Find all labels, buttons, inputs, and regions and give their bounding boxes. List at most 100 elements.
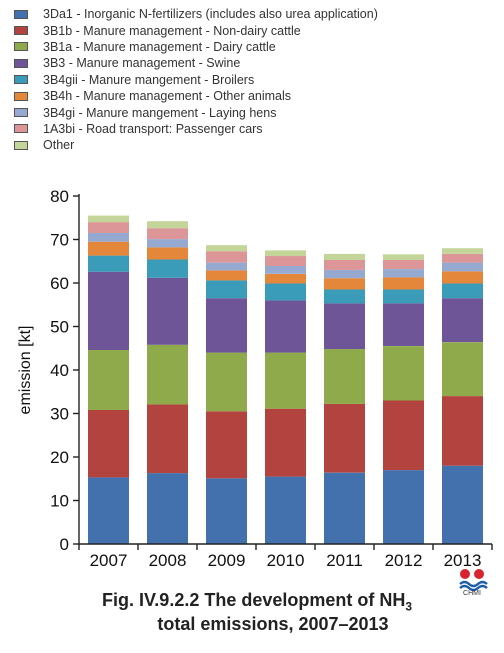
bar-segment [442,342,483,397]
y-tick-label: 30 [50,405,69,424]
legend-swatch [14,91,28,101]
legend-item: 3Da1 - Inorganic N-fertilizers (includes… [14,6,378,22]
bar-segment [88,350,129,410]
legend-item: 3B4gi - Manure mangement - Laying hens [14,104,378,120]
stacked-bar-chart: 0 10 20 30 40 50 60 70 80 2007 2008 2009 2010 2011 201… [17,187,493,570]
legend-item: 3B4h - Manure management - Other animals [14,88,378,104]
legend-item: 3B1a - Manure management - Dairy cattle [14,39,378,55]
x-tick-label: 2012 [385,551,423,570]
bar-segment [383,400,424,471]
bar-segment [383,259,424,269]
bar-segment [265,256,306,266]
legend-label: 3Da1 - Inorganic N-fertilizers (includes… [43,7,378,22]
bar-segment [383,346,424,401]
bar-segment [147,221,188,229]
bar-segment [147,247,188,260]
bar-segment [442,262,483,272]
y-tick-label: 50 [50,318,69,337]
bar-segment [383,254,424,260]
bar-segment [265,300,306,353]
bar-segment [442,396,483,466]
bar-segment [265,352,306,409]
y-tick-label: 10 [50,492,69,511]
legend-label: 3B4gii - Manure mangement - Broilers [43,72,255,87]
bar-segment [442,248,483,254]
bar-segment [265,476,306,544]
x-tick-label: 2009 [208,551,246,570]
bar-segment [88,410,129,478]
y-tick-label: 40 [50,361,69,380]
legend-swatch [14,75,28,85]
bar-segment [383,470,424,544]
bar-segment [147,259,188,278]
legend-swatch [14,26,28,36]
bar-segment [324,403,365,473]
bar-segment [442,283,483,299]
bar-segment [383,277,424,290]
bar-segment [324,289,365,304]
legend-swatch [14,9,28,19]
bar-segment [147,404,188,474]
y-tick-label: 60 [50,274,69,293]
legend-item: 1A3bi - Road transport: Passenger cars [14,121,378,137]
y-axis-title: emission [kt] [17,326,34,415]
y-tick-label: 20 [50,448,69,467]
legend-label: 3B1a - Manure management - Dairy cattle [43,39,276,54]
bar-segment [147,344,188,405]
bar-segment [206,270,247,281]
bar-segment [88,233,129,242]
bar-segment [442,298,483,343]
bar-segment [324,259,365,270]
bar-segment [442,271,483,284]
x-tick-label: 2008 [149,551,187,570]
bar-segment [88,215,129,223]
legend-label: 3B3 - Manure management - Swine [43,56,241,71]
x-tick-label: 2010 [267,551,305,570]
legend-item: Other [14,137,378,153]
y-tick-label: 80 [50,187,69,206]
caption-line-2: total emissions, 2007–2013 [157,613,389,634]
chart-legend: 3Da1 - Inorganic N-fertilizers (includes… [14,6,378,154]
legend-item: 3B4gii - Manure mangement - Broilers [14,72,378,88]
legend-swatch [14,124,28,134]
bar-segment [324,472,365,544]
caption-line-1-text: Fig. IV.9.2.2 The development of NH [101,590,406,610]
y-tick-label: 70 [50,231,69,250]
bar-segment [206,478,247,544]
figure-caption: Fig. IV.9.2.2 The development of NH3 tot… [0,590,504,635]
bar-segment [383,303,424,346]
x-tick-label: 2013 [444,551,482,570]
bar-segment [442,465,483,544]
bar-segment [147,473,188,544]
bar-segment [265,250,306,257]
bar-segment [324,349,365,404]
legend-label: Other [43,138,75,153]
legend-swatch [14,58,28,68]
bar-segment [383,289,424,304]
bar-segment [383,269,424,278]
bar-segment [206,245,247,252]
bar-segment [88,477,129,544]
legend-label: 3B4gi - Manure mangement - Laying hens [43,105,277,120]
caption-line-1: Fig. IV.9.2.2 The development of NH3 [0,590,504,614]
legend-item: 3B1b - Manure management - Non-dairy cat… [14,22,378,38]
bar-segment [265,273,306,284]
legend-swatch [14,42,28,52]
logo-text: CHMI [463,590,481,597]
bar-segment [147,277,188,345]
bar-segment [206,262,247,271]
bar-segment [324,253,365,260]
y-tick-label: 0 [60,535,69,554]
bar-segment [324,303,365,350]
chmi-logo-icon [459,569,488,592]
legend-label: 1A3bi - Road transport: Passenger cars [43,121,263,136]
x-tick-label: 2007 [90,551,128,570]
legend-swatch [14,108,28,118]
x-tick-label: 2011 [326,551,363,570]
bar-segment [324,278,365,290]
bar-segment [147,228,188,240]
bar-segment [88,255,129,272]
legend-swatch [14,140,28,150]
bar-segment [206,251,247,263]
bar-segment [206,280,247,299]
